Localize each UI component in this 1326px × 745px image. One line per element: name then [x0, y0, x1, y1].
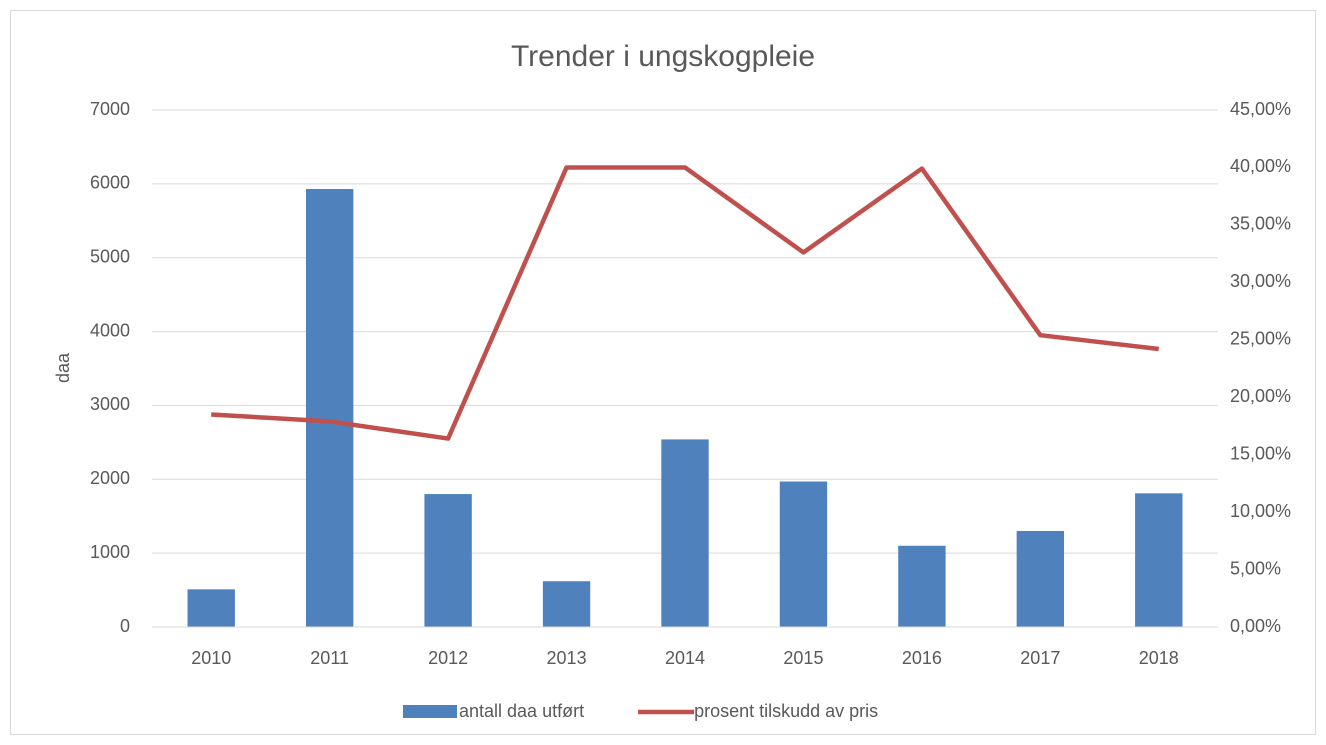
y2-tick-label: 40,00%: [1230, 156, 1291, 176]
legend-label: antall daa utført: [459, 701, 584, 721]
y2-tick-label: 30,00%: [1230, 271, 1291, 291]
y-axis-label: daa: [53, 352, 73, 383]
x-tick-label: 2014: [665, 648, 705, 668]
bar: [542, 581, 591, 627]
y-tick-label: 6000: [90, 173, 130, 193]
y2-tick-label: 25,00%: [1230, 329, 1291, 349]
x-tick-label: 2015: [783, 648, 823, 668]
legend-label: prosent tilskudd av pris: [694, 701, 878, 721]
bar: [187, 589, 235, 627]
x-tick-label: 2010: [191, 648, 231, 668]
x-tick-label: 2012: [428, 648, 468, 668]
bar: [661, 439, 709, 627]
y2-tick-label: 45,00%: [1230, 99, 1291, 119]
bar: [1135, 493, 1183, 627]
y2-tick-label: 20,00%: [1230, 386, 1291, 406]
bar: [779, 481, 828, 627]
y-tick-label: 7000: [90, 99, 130, 119]
y-tick-label: 3000: [90, 394, 130, 414]
x-tick-label: 2017: [1020, 648, 1060, 668]
bar: [898, 545, 946, 627]
y-tick-label: 1000: [90, 542, 130, 562]
x-tick-label: 2016: [902, 648, 942, 668]
x-tick-label: 2018: [1139, 648, 1179, 668]
x-tick-label: 2011: [310, 648, 349, 668]
y-tick-label: 4000: [90, 320, 130, 340]
y-tick-label: 0: [120, 616, 130, 636]
y2-tick-label: 35,00%: [1230, 214, 1291, 234]
y2-tick-label: 5,00%: [1230, 558, 1281, 578]
y2-tick-label: 10,00%: [1230, 501, 1291, 521]
line: [211, 165, 1160, 441]
bar: [305, 189, 354, 627]
y2-tick-label: 0,00%: [1230, 616, 1281, 636]
bar: [424, 494, 472, 627]
y-tick-label: 2000: [90, 468, 130, 488]
chart-title: Trender i ungskogpleie: [511, 40, 815, 73]
x-tick-label: 2013: [547, 648, 587, 668]
y-tick-label: 5000: [90, 246, 130, 266]
y2-tick-label: 15,00%: [1230, 443, 1291, 463]
bar: [1016, 530, 1065, 627]
legend-swatch: [403, 705, 457, 718]
